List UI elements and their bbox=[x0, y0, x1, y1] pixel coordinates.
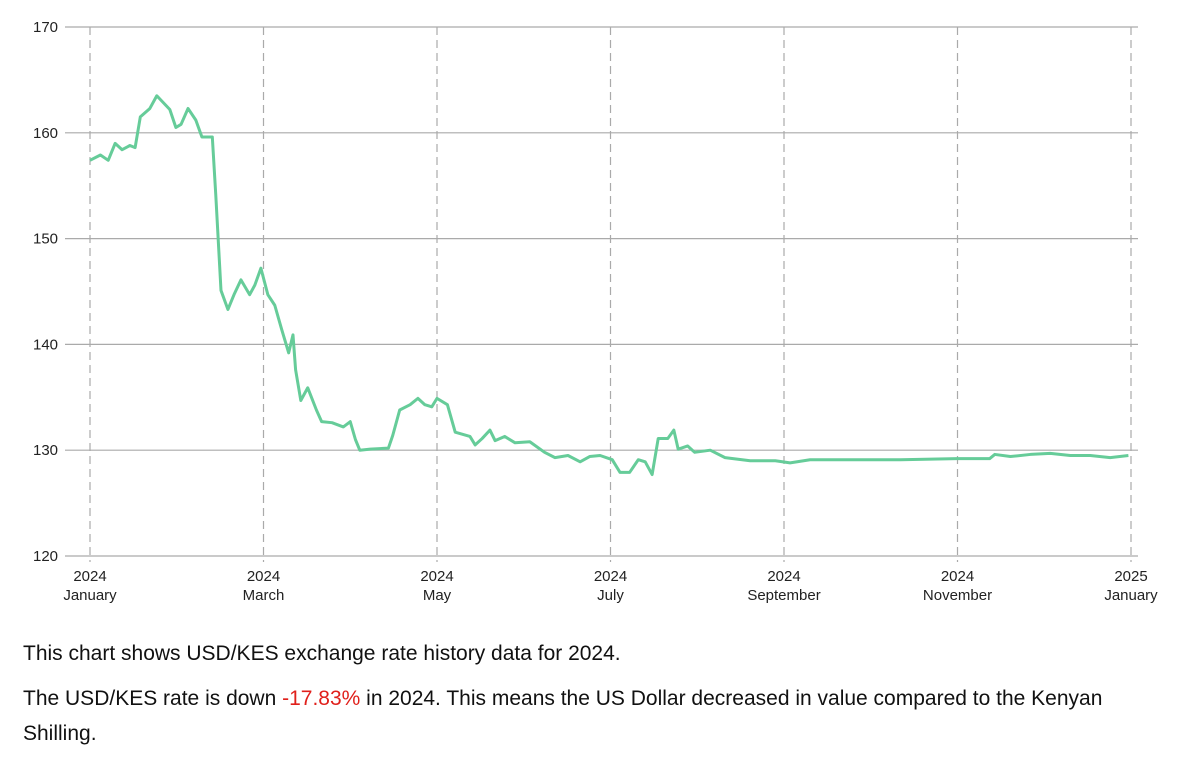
y-tick-label: 150 bbox=[33, 231, 58, 248]
x-tick-label: 2025 January bbox=[1104, 568, 1158, 604]
x-tick-label: 2024 July bbox=[594, 568, 627, 604]
y-tick-label: 160 bbox=[33, 125, 58, 142]
summary: The USD/KES rate is down -17.83% in 2024… bbox=[23, 681, 1163, 751]
line-series bbox=[89, 94, 1129, 477]
y-tick-label: 130 bbox=[33, 442, 58, 459]
x-tick-label: 2024 November bbox=[923, 568, 992, 604]
description: This chart shows USD/KES exchange rate h… bbox=[23, 642, 621, 665]
x-tick-label: 2024 March bbox=[243, 568, 285, 604]
summary-text: in 2024. This means the US Dollar decrea… bbox=[23, 687, 1103, 745]
chart: 120 130 140 150 160 170 2024 January 2024 March 20… bbox=[33, 19, 1158, 604]
x-tick-label: 2024 January bbox=[63, 568, 117, 604]
x-tick-label: 2024 September bbox=[747, 568, 820, 604]
summary-text: The USD/KES rate is down bbox=[23, 687, 283, 710]
y-tick-label: 140 bbox=[33, 336, 58, 353]
change: -17.83% bbox=[282, 687, 361, 710]
y-tick-label: 170 bbox=[33, 19, 58, 36]
y-tick-label: 120 bbox=[33, 548, 58, 565]
x-tick-label: 2024 May bbox=[420, 568, 453, 604]
